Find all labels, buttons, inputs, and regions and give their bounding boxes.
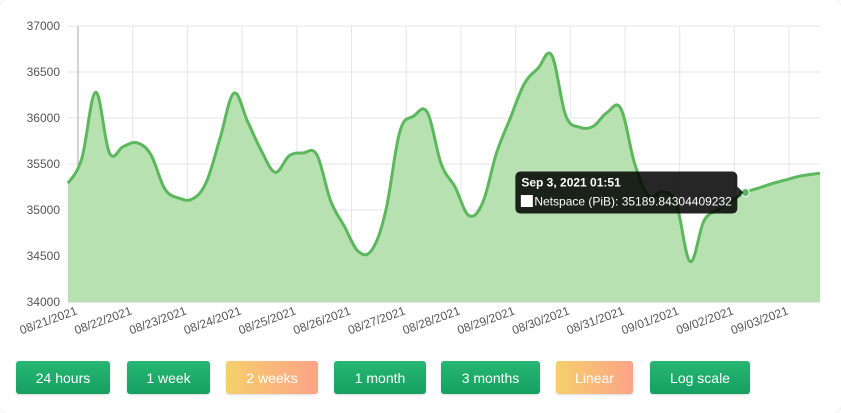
tooltip-series-label: Netspace (PiB): 35189.84304409232: [534, 195, 732, 209]
y-tick-label: 36500: [27, 65, 61, 79]
tooltip-caret: [737, 186, 744, 199]
y-tick-label: 36000: [27, 111, 61, 125]
x-tick-label: 08/25/2021: [237, 304, 299, 338]
x-tick-label: 09/02/2021: [674, 304, 736, 338]
x-tick-label: 09/01/2021: [619, 304, 681, 338]
netspace-chart: 3400034500350003550036000365003700008/21…: [18, 19, 821, 338]
x-tick-label: 08/29/2021: [455, 304, 517, 338]
series-line: [66, 51, 821, 264]
x-tick-label: 08/26/2021: [291, 304, 353, 338]
y-tick-label: 35000: [27, 203, 61, 217]
y-tick-label: 34500: [27, 249, 61, 263]
x-tick-label: 09/03/2021: [729, 304, 791, 338]
y-tick-label: 35500: [27, 157, 61, 171]
x-tick-label: 08/24/2021: [182, 304, 244, 338]
range-2-weeks-button[interactable]: 2 weeks: [226, 361, 318, 394]
x-tick-label: 08/28/2021: [401, 304, 463, 338]
y-tick-label: 34000: [27, 295, 61, 309]
range-1-month-button[interactable]: 1 month: [334, 361, 426, 394]
scale-log-button[interactable]: Log scale: [650, 361, 750, 394]
tooltip-title: Sep 3, 2021 01:51: [521, 176, 621, 190]
x-tick-label: 08/27/2021: [346, 304, 408, 338]
range-3-months-button[interactable]: 3 months: [441, 361, 540, 394]
x-tick-label: 08/30/2021: [510, 304, 572, 338]
range-1-week-button[interactable]: 1 week: [127, 361, 210, 394]
tooltip-series-swatch: [520, 195, 533, 208]
scale-linear-button[interactable]: Linear: [556, 361, 633, 394]
x-tick-label: 08/22/2021: [72, 304, 134, 338]
y-tick-label: 37000: [27, 19, 61, 33]
x-tick-label: 08/23/2021: [127, 304, 189, 338]
range-24-hours-button[interactable]: 24 hours: [16, 361, 110, 394]
series-area: [68, 53, 820, 302]
x-tick-label: 08/31/2021: [565, 304, 627, 338]
tooltip-box: [515, 171, 738, 214]
